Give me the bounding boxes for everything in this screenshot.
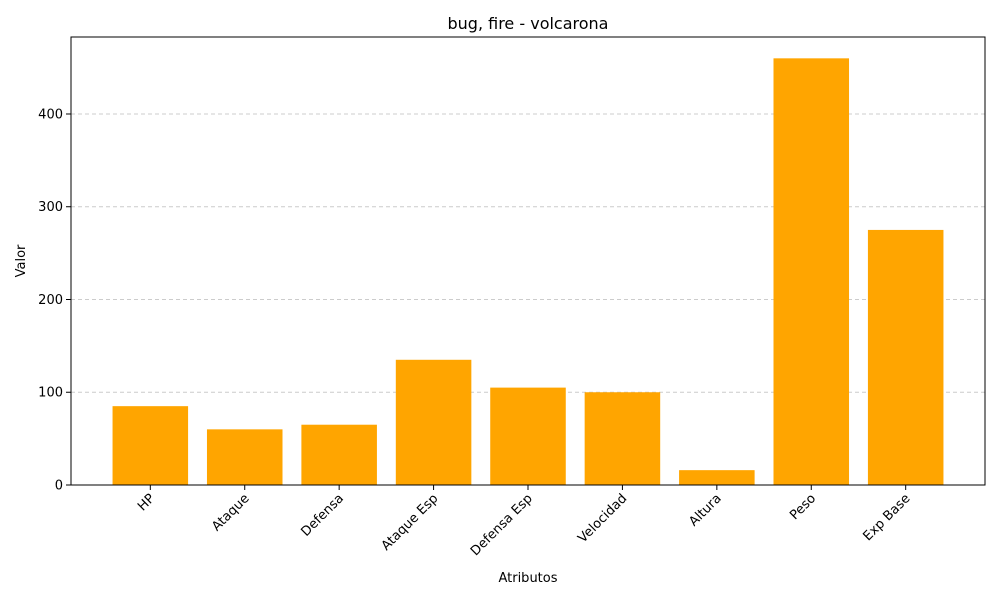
y-axis-title: Valor: [14, 244, 29, 277]
bar: [679, 470, 755, 485]
x-axis-title: Atributos: [498, 571, 557, 586]
bar: [395, 359, 472, 485]
x-tick-label: Exp Base: [861, 491, 914, 544]
bar: [112, 406, 189, 485]
bars: [112, 58, 944, 485]
x-tick-label: Defensa: [299, 491, 347, 539]
y-tick-label: 0: [55, 479, 63, 494]
bar: [301, 424, 377, 485]
y-tick-label: 400: [38, 107, 63, 122]
bar: [584, 392, 661, 485]
y-tick-label: 100: [38, 386, 63, 401]
chart-title: bug, fire - volcarona: [448, 14, 609, 33]
y-tick-label: 300: [38, 200, 63, 215]
bar: [867, 229, 944, 485]
x-tick-label: Altura: [686, 491, 724, 529]
x-axis: HP Ataque Defensa Ataque Esp Defensa Esp Velo…: [135, 485, 914, 559]
bar: [773, 58, 850, 485]
x-tick-label: Peso: [787, 491, 819, 523]
y-tick-label: 200: [38, 293, 63, 308]
bar: [206, 429, 283, 485]
x-tick-label: HP: [135, 491, 158, 514]
bar: [490, 387, 566, 485]
x-tick-label: Ataque: [209, 491, 252, 534]
x-tick-label: Ataque Esp: [379, 491, 442, 554]
x-tick-label: Defensa Esp: [468, 491, 536, 559]
y-axis: 0 100 200 300 400: [38, 107, 71, 494]
x-tick-label: Velocidad: [575, 491, 630, 546]
